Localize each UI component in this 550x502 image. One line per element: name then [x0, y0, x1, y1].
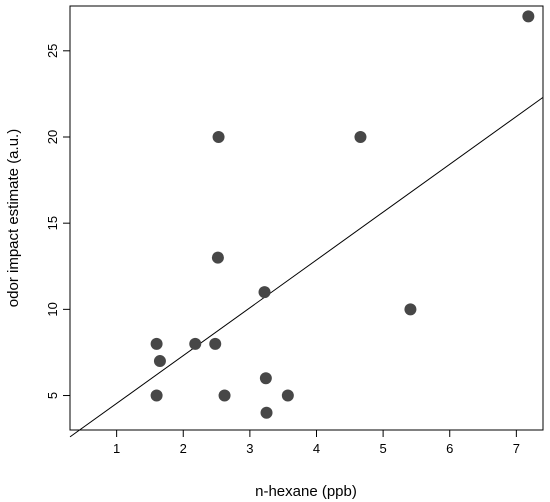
y-tick-label: 15	[45, 216, 60, 230]
y-tick-label: 20	[45, 130, 60, 144]
data-point	[260, 406, 273, 419]
x-tick-label: 1	[113, 441, 120, 456]
x-tick-label: 4	[313, 441, 320, 456]
y-axis-title: odor impact estimate (a.u.)	[5, 129, 22, 307]
x-tick-label: 6	[446, 441, 453, 456]
trendline	[69, 96, 544, 438]
data-point	[212, 130, 225, 143]
data-point	[258, 286, 271, 299]
y-axis: 5 10 15 20 25	[45, 44, 70, 399]
data-point	[259, 372, 272, 385]
data-point	[150, 389, 163, 402]
x-tick-label: 2	[180, 441, 187, 456]
data-point	[153, 355, 166, 368]
x-tick-label: 3	[246, 441, 253, 456]
data-point	[281, 389, 294, 402]
data-points	[150, 10, 535, 419]
x-tick-label: 7	[513, 441, 520, 456]
x-tick-label: 5	[379, 441, 386, 456]
data-point	[209, 337, 222, 350]
x-axis: 1 2 3 4 5 6 7	[113, 430, 520, 456]
data-point	[218, 389, 231, 402]
data-point	[211, 251, 224, 264]
data-point	[150, 337, 163, 350]
data-point	[354, 130, 367, 143]
plot-frame	[69, 5, 544, 431]
data-point	[189, 337, 202, 350]
x-axis-title: n-hexane (ppb)	[255, 483, 357, 500]
y-tick-label: 10	[45, 302, 60, 316]
y-tick-label: 25	[45, 44, 60, 58]
data-point	[404, 303, 417, 316]
y-tick-label: 5	[45, 392, 60, 399]
data-point	[522, 10, 535, 23]
